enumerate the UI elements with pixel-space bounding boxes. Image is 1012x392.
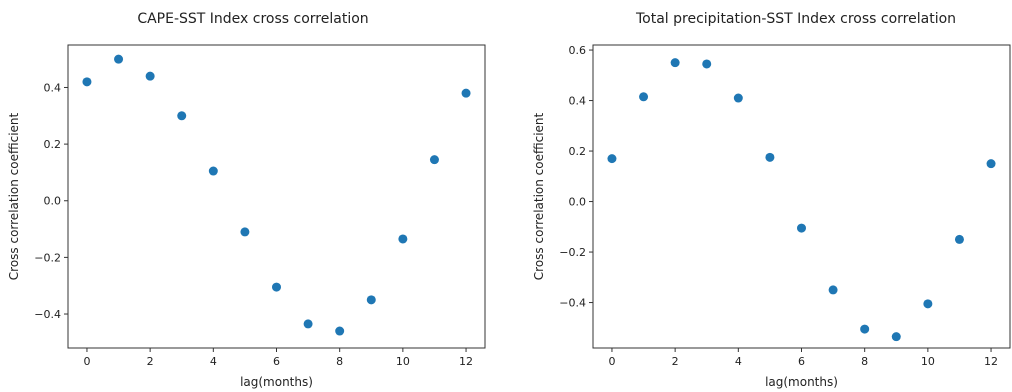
- y-axis-label: Cross correlation coefficient: [7, 112, 21, 280]
- data-point: [177, 111, 187, 121]
- data-point: [82, 77, 92, 87]
- y-tick-label: −0.4: [559, 297, 586, 310]
- data-point: [733, 93, 743, 103]
- x-tick-label: 8: [336, 355, 343, 368]
- y-tick-label: −0.2: [559, 246, 586, 259]
- y-tick-label: −0.2: [34, 251, 61, 264]
- data-point: [954, 234, 964, 244]
- y-tick-label: −0.4: [34, 308, 61, 321]
- data-point: [607, 154, 617, 164]
- chart-title: Total precipitation-SST Index cross corr…: [635, 11, 956, 27]
- x-tick-label: 10: [396, 355, 410, 368]
- data-point: [891, 332, 901, 342]
- x-tick-label: 6: [273, 355, 280, 368]
- data-point: [335, 326, 345, 336]
- x-tick-label: 10: [921, 355, 935, 368]
- y-tick-label: 0.0: [569, 196, 587, 209]
- data-point: [639, 92, 649, 102]
- data-point: [986, 159, 996, 169]
- plot-frame: [592, 44, 1011, 349]
- chart-panel-2: Total precipitation-SST Index cross corr…: [532, 11, 1011, 389]
- y-tick-label: 0.0: [44, 195, 62, 208]
- data-point: [765, 152, 775, 162]
- data-point: [114, 54, 124, 64]
- x-tick-label: 6: [798, 355, 805, 368]
- data-point: [145, 71, 155, 81]
- x-tick-label: 12: [459, 355, 473, 368]
- y-tick-label: 0.6: [569, 44, 587, 57]
- x-tick-label: 12: [984, 355, 998, 368]
- data-point: [398, 234, 408, 244]
- y-axis-label: Cross correlation coefficient: [532, 112, 546, 280]
- data-point: [670, 58, 680, 68]
- y-tick-label: 0.4: [569, 95, 587, 108]
- chart-title: CAPE-SST Index cross correlation: [137, 11, 368, 27]
- data-point: [702, 59, 712, 69]
- data-point: [429, 155, 439, 165]
- data-point: [797, 223, 806, 233]
- data-point: [860, 324, 870, 334]
- x-tick-label: 4: [735, 355, 742, 368]
- x-tick-label: 8: [861, 355, 868, 368]
- x-tick-label: 2: [672, 355, 679, 368]
- x-tick-label: 2: [147, 355, 154, 368]
- data-point: [303, 319, 313, 329]
- data-point: [366, 295, 376, 305]
- data-point: [272, 282, 281, 292]
- x-axis-label: lag(months): [765, 375, 838, 389]
- y-tick-label: 0.2: [44, 138, 62, 151]
- x-axis-label: lag(months): [240, 375, 313, 389]
- data-point: [240, 227, 250, 237]
- y-tick-label: 0.2: [569, 145, 587, 158]
- x-tick-label: 4: [210, 355, 217, 368]
- data-point: [461, 88, 471, 98]
- data-point: [208, 166, 218, 176]
- plot-frame: [67, 44, 486, 349]
- chart-panel-1: CAPE-SST Index cross correlation 0 2 4 6 8 10 1…: [7, 11, 486, 389]
- x-tick-label: 0: [608, 355, 615, 368]
- x-tick-label: 0: [83, 355, 90, 368]
- data-point: [923, 299, 933, 309]
- data-point: [828, 285, 838, 295]
- y-tick-label: 0.4: [44, 81, 62, 94]
